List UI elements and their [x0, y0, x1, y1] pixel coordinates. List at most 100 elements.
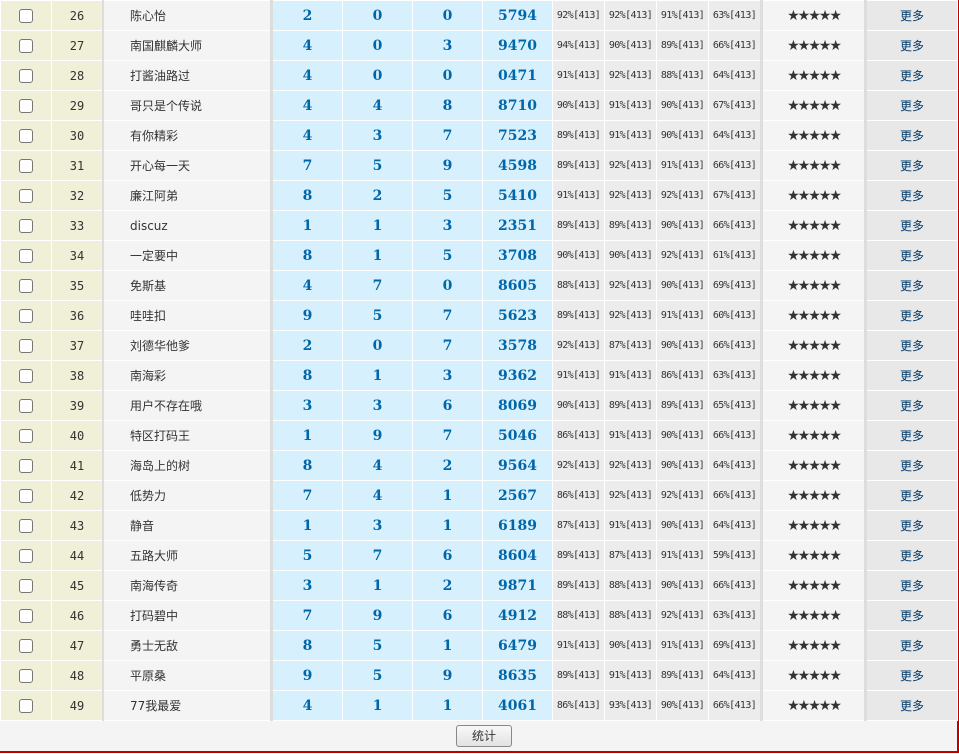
- row-checkbox[interactable]: [19, 458, 33, 473]
- row-checkbox[interactable]: [19, 368, 33, 383]
- more-link[interactable]: 更多: [865, 690, 958, 721]
- digit-value: 3: [271, 390, 343, 421]
- number-value: 3578: [482, 330, 553, 361]
- number-value: 9470: [482, 30, 553, 61]
- row-checkbox[interactable]: [19, 578, 33, 593]
- more-link[interactable]: 更多: [865, 360, 958, 391]
- star-rating-icon: ★★★★★: [761, 390, 867, 421]
- more-link[interactable]: 更多: [865, 90, 958, 121]
- row-checkbox[interactable]: [19, 158, 33, 173]
- row-checkbox[interactable]: [19, 398, 33, 413]
- hit-rate: 66%[413]: [708, 210, 763, 241]
- digit-value: 0: [342, 0, 413, 31]
- hit-rate: 92%[413]: [656, 480, 709, 511]
- more-link[interactable]: 更多: [865, 30, 958, 61]
- more-link[interactable]: 更多: [865, 420, 958, 451]
- more-link[interactable]: 更多: [865, 120, 958, 151]
- checkbox-cell: [0, 480, 52, 511]
- star-rating-icon: ★★★★★: [761, 0, 867, 31]
- hit-rate: 91%[413]: [656, 630, 709, 661]
- more-link[interactable]: 更多: [865, 240, 958, 271]
- more-link[interactable]: 更多: [865, 540, 958, 571]
- digit-value: 3: [412, 210, 483, 241]
- hit-rate: 88%[413]: [604, 600, 657, 631]
- more-link[interactable]: 更多: [865, 510, 958, 541]
- row-checkbox[interactable]: [19, 488, 33, 503]
- more-link[interactable]: 更多: [865, 0, 958, 31]
- more-link[interactable]: 更多: [865, 270, 958, 301]
- table-row: 45 南海传奇 3 1 2 9871 89%[413] 88%[413] 90%[413] 66%…: [0, 570, 958, 601]
- star-rating-icon: ★★★★★: [761, 690, 867, 721]
- row-checkbox[interactable]: [19, 8, 33, 23]
- row-checkbox[interactable]: [19, 218, 33, 233]
- hit-rate: 64%[413]: [708, 120, 763, 151]
- row-checkbox[interactable]: [19, 308, 33, 323]
- hit-rate: 88%[413]: [656, 60, 709, 91]
- more-link[interactable]: 更多: [865, 300, 958, 331]
- user-name: 平原桑: [102, 660, 273, 691]
- star-rating-icon: ★★★★★: [761, 510, 867, 541]
- hit-rate: 90%[413]: [656, 210, 709, 241]
- row-checkbox[interactable]: [19, 188, 33, 203]
- row-number: 41: [51, 450, 104, 481]
- digit-value: 9: [412, 150, 483, 181]
- row-checkbox[interactable]: [19, 608, 33, 623]
- more-link[interactable]: 更多: [865, 330, 958, 361]
- row-checkbox[interactable]: [19, 638, 33, 653]
- checkbox-cell: [0, 180, 52, 211]
- table-row: 33 discuz 1 1 3 2351 89%[413] 89%[413] 90%[413] 6…: [0, 210, 958, 241]
- row-checkbox[interactable]: [19, 698, 33, 713]
- hit-rate: 94%[413]: [552, 30, 605, 61]
- user-name: 77我最爱: [102, 690, 273, 721]
- more-link[interactable]: 更多: [865, 480, 958, 511]
- more-link[interactable]: 更多: [865, 600, 958, 631]
- hit-rate: 89%[413]: [552, 570, 605, 601]
- checkbox-cell: [0, 570, 52, 601]
- digit-value: 5: [412, 180, 483, 211]
- more-link[interactable]: 更多: [865, 660, 958, 691]
- digit-value: 5: [342, 300, 413, 331]
- row-checkbox[interactable]: [19, 668, 33, 683]
- row-checkbox[interactable]: [19, 548, 33, 563]
- hit-rate: 89%[413]: [552, 300, 605, 331]
- hit-rate: 66%[413]: [708, 30, 763, 61]
- row-checkbox[interactable]: [19, 518, 33, 533]
- user-name: 南国麒麟大师: [102, 30, 273, 61]
- user-name: 特区打码王: [102, 420, 273, 451]
- row-checkbox[interactable]: [19, 278, 33, 293]
- digit-value: 2: [412, 570, 483, 601]
- more-link[interactable]: 更多: [865, 180, 958, 211]
- row-checkbox[interactable]: [19, 338, 33, 353]
- row-checkbox[interactable]: [19, 428, 33, 443]
- table-row: 34 一定要中 8 1 5 3708 90%[413] 90%[413] 92%[413] 61%…: [0, 240, 958, 271]
- hit-rate: 90%[413]: [656, 270, 709, 301]
- row-number: 47: [51, 630, 104, 661]
- checkbox-cell: [0, 510, 52, 541]
- more-link[interactable]: 更多: [865, 390, 958, 421]
- digit-value: 4: [342, 480, 413, 511]
- row-checkbox[interactable]: [19, 68, 33, 83]
- more-link[interactable]: 更多: [865, 450, 958, 481]
- star-rating-icon: ★★★★★: [761, 360, 867, 391]
- stat-button[interactable]: 统计: [456, 725, 512, 747]
- star-rating-icon: ★★★★★: [761, 300, 867, 331]
- row-checkbox[interactable]: [19, 128, 33, 143]
- hit-rate: 64%[413]: [708, 510, 763, 541]
- row-checkbox[interactable]: [19, 98, 33, 113]
- row-number: 46: [51, 600, 104, 631]
- row-checkbox[interactable]: [19, 38, 33, 53]
- more-link[interactable]: 更多: [865, 570, 958, 601]
- user-name: 刘德华他爹: [102, 330, 273, 361]
- digit-value: 5: [342, 660, 413, 691]
- more-link[interactable]: 更多: [865, 150, 958, 181]
- more-link[interactable]: 更多: [865, 630, 958, 661]
- row-checkbox[interactable]: [19, 248, 33, 263]
- checkbox-cell: [0, 390, 52, 421]
- more-link[interactable]: 更多: [865, 60, 958, 91]
- digit-value: 0: [342, 30, 413, 61]
- number-value: 3708: [482, 240, 553, 271]
- more-link[interactable]: 更多: [865, 210, 958, 241]
- hit-rate: 89%[413]: [656, 390, 709, 421]
- checkbox-cell: [0, 210, 52, 241]
- digit-value: 2: [271, 0, 343, 31]
